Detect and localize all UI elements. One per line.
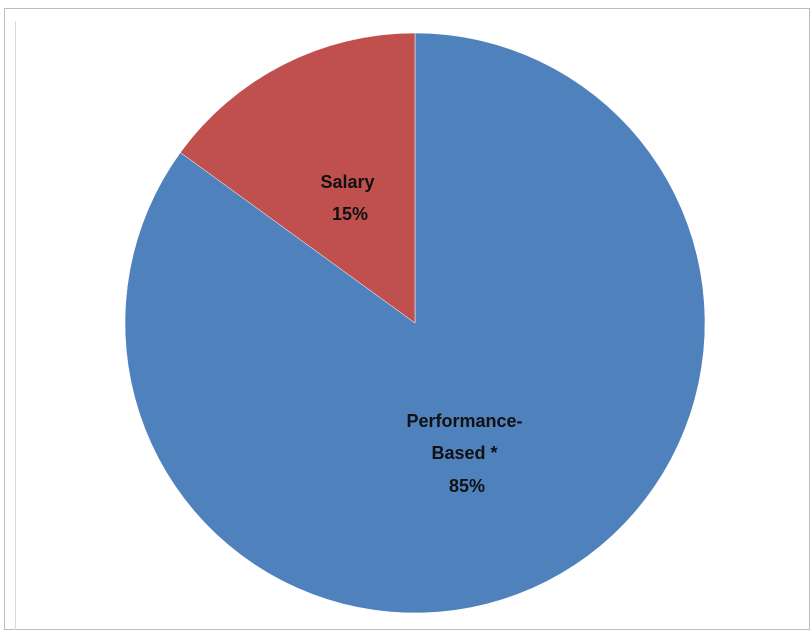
pie-slices <box>124 32 706 614</box>
chart-plot-edge <box>15 21 16 630</box>
slice-label-salary-name: Salary <box>320 172 374 192</box>
pie-slice-salary <box>180 32 416 324</box>
slice-label-performance-based: Performance- Based * 85% <box>406 411 527 496</box>
slice-label-salary: Salary 15% <box>320 172 379 224</box>
slice-label-salary-value: 15% <box>332 204 368 224</box>
slice-label-performance-line2: Based * <box>431 443 497 463</box>
slice-label-performance-value: 85% <box>449 476 485 496</box>
slice-label-performance-line1: Performance- <box>406 411 522 431</box>
